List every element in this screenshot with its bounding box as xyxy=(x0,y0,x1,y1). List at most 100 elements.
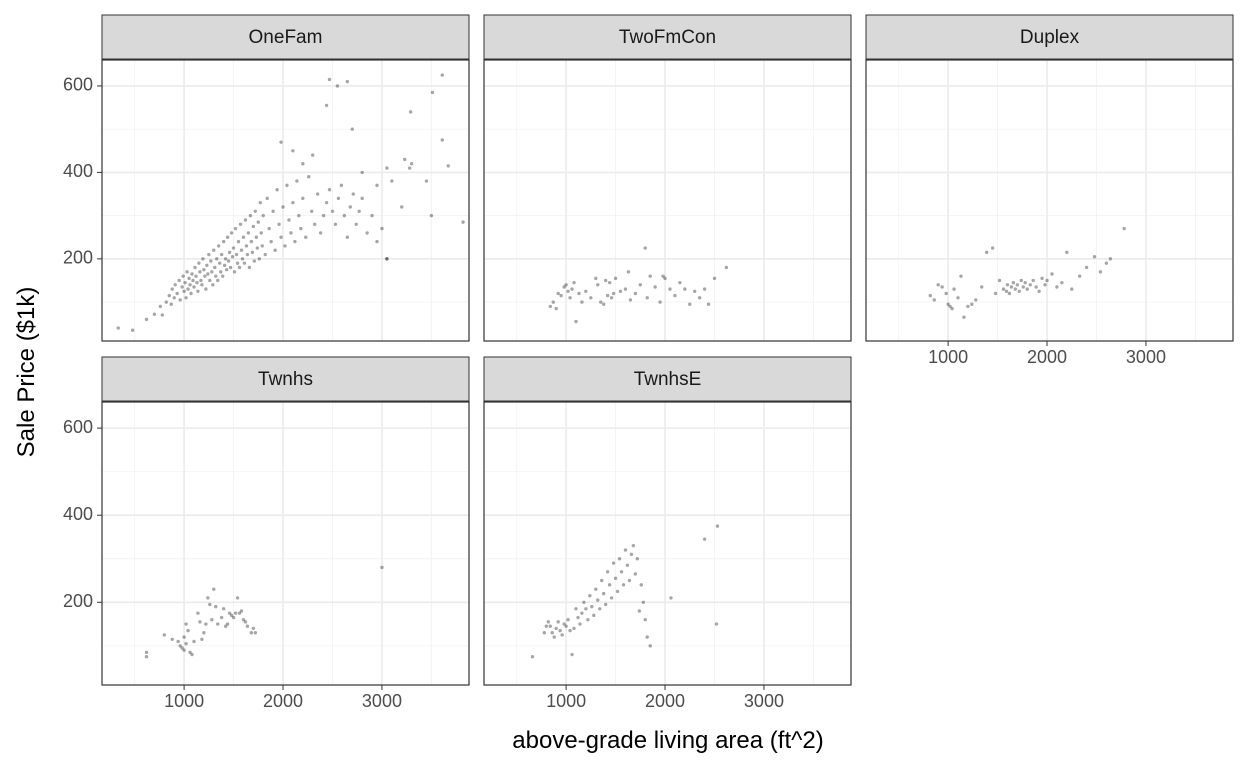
data-point xyxy=(184,641,188,646)
data-point xyxy=(217,244,221,248)
data-point xyxy=(178,298,182,302)
data-point xyxy=(1028,283,1032,287)
data-point xyxy=(206,272,210,276)
data-point xyxy=(225,622,230,626)
panel-background xyxy=(866,60,1233,341)
data-point xyxy=(207,252,211,257)
data-point xyxy=(993,291,998,296)
data-point xyxy=(279,235,283,239)
y-axis-title: Sale Price ($1k) xyxy=(13,287,40,458)
data-point xyxy=(202,631,206,635)
data-point xyxy=(948,304,952,309)
data-point xyxy=(327,187,332,192)
data-point xyxy=(301,162,305,166)
facet-label: TwoFmCon xyxy=(619,27,716,48)
data-point xyxy=(169,302,173,306)
data-point xyxy=(607,583,612,587)
data-point xyxy=(182,648,186,652)
data-point xyxy=(283,244,287,248)
data-point xyxy=(181,274,185,278)
x-tick-label: 3000 xyxy=(362,691,402,711)
data-point xyxy=(552,635,556,639)
data-point xyxy=(621,583,626,587)
data-point xyxy=(330,209,335,214)
data-point xyxy=(1021,285,1025,289)
data-point xyxy=(273,248,277,252)
data-point xyxy=(197,261,201,265)
data-point xyxy=(596,283,600,287)
facet-strip xyxy=(483,356,852,402)
data-point xyxy=(212,248,216,252)
data-point xyxy=(430,90,435,95)
data-point xyxy=(1017,289,1022,293)
facet-label: Duplex xyxy=(1020,27,1080,48)
data-point xyxy=(301,196,305,201)
data-point xyxy=(350,127,354,131)
data-point xyxy=(1037,289,1041,293)
data-point xyxy=(1031,278,1035,283)
points-duplex xyxy=(928,226,1126,319)
data-point xyxy=(566,289,570,293)
data-point xyxy=(152,312,157,316)
data-point xyxy=(287,218,291,222)
data-point xyxy=(263,252,267,257)
data-point xyxy=(250,250,255,255)
data-point xyxy=(170,287,174,291)
data-point xyxy=(1001,287,1006,291)
data-point xyxy=(312,222,317,226)
data-point xyxy=(558,628,562,633)
data-point xyxy=(231,615,236,620)
data-point xyxy=(626,270,631,274)
data-point xyxy=(204,622,208,626)
data-point xyxy=(342,213,347,218)
data-point xyxy=(241,617,246,622)
y-tick-label: 400 xyxy=(63,504,93,524)
y-tick-label: 200 xyxy=(63,248,93,268)
data-point xyxy=(429,213,434,218)
data-point xyxy=(548,624,552,628)
data-point xyxy=(229,613,234,618)
data-point xyxy=(375,183,379,188)
data-point xyxy=(243,218,248,222)
data-point xyxy=(564,283,568,287)
data-point xyxy=(645,296,649,300)
data-point xyxy=(678,280,682,285)
data-point xyxy=(289,231,293,235)
x-tick-label: 1000 xyxy=(546,691,586,711)
data-point xyxy=(623,548,628,552)
data-point xyxy=(182,635,186,639)
panel-background xyxy=(484,60,851,341)
data-point xyxy=(658,300,662,304)
data-point xyxy=(310,209,314,214)
data-point xyxy=(568,296,572,300)
data-point xyxy=(390,179,394,183)
data-point xyxy=(237,611,242,615)
data-point xyxy=(335,84,340,88)
facet-panel-onefam: OneFam 200 400 600 xyxy=(63,14,470,342)
data-point xyxy=(172,296,176,300)
data-point xyxy=(311,153,315,157)
data-point xyxy=(291,149,295,153)
data-point xyxy=(407,166,412,170)
data-point xyxy=(611,561,616,565)
data-point xyxy=(227,250,232,255)
data-point xyxy=(566,617,570,622)
data-point xyxy=(1045,278,1049,283)
data-point xyxy=(461,220,465,224)
data-point xyxy=(1084,265,1089,270)
data-point xyxy=(550,631,554,635)
data-point xyxy=(706,302,711,306)
data-point xyxy=(1011,280,1016,285)
data-point xyxy=(1025,287,1029,291)
panel-border xyxy=(865,59,1234,342)
data-point xyxy=(645,635,649,639)
data-point xyxy=(1098,270,1103,274)
data-point xyxy=(130,328,135,332)
data-point xyxy=(345,79,350,84)
data-point xyxy=(299,226,303,231)
panel-background xyxy=(102,402,469,685)
data-point xyxy=(183,280,187,285)
data-point xyxy=(1019,278,1024,283)
data-point xyxy=(586,617,590,622)
